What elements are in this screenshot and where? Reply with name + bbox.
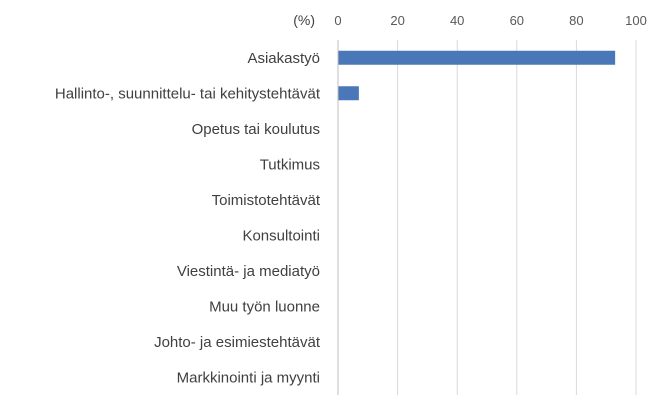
bar xyxy=(338,50,616,65)
category-label: Toimistotehtävät xyxy=(212,192,321,209)
category-label: Konsultointi xyxy=(242,227,320,244)
category-label: Muu työn luonne xyxy=(209,298,320,315)
unit-label: (%) xyxy=(293,12,315,28)
bars xyxy=(338,50,616,101)
x-axis-ticks: 0 20 40 60 80 100 xyxy=(334,13,646,28)
category-label: Opetus tai koulutus xyxy=(192,121,320,138)
category-label: Hallinto-, suunnittelu- tai kehitystehtä… xyxy=(55,85,321,102)
category-label: Tutkimus xyxy=(260,156,320,173)
category-label: Markkinointi ja myynti xyxy=(177,369,320,386)
category-label: Johto- ja esimiestehtävät xyxy=(154,334,321,351)
bar xyxy=(338,86,359,101)
category-label: Viestintä- ja mediatyö xyxy=(177,263,320,280)
category-label: Asiakastyö xyxy=(247,50,320,67)
x-tick-label: 20 xyxy=(390,13,404,28)
x-tick-label: 80 xyxy=(569,13,583,28)
x-tick-label: 60 xyxy=(510,13,524,28)
x-tick-label: 40 xyxy=(450,13,464,28)
x-tick-label: 0 xyxy=(334,13,341,28)
category-labels: Asiakastyö Hallinto-, suunnittelu- tai ke… xyxy=(55,50,321,387)
gridlines xyxy=(397,40,637,395)
x-tick-label: 100 xyxy=(625,13,647,28)
